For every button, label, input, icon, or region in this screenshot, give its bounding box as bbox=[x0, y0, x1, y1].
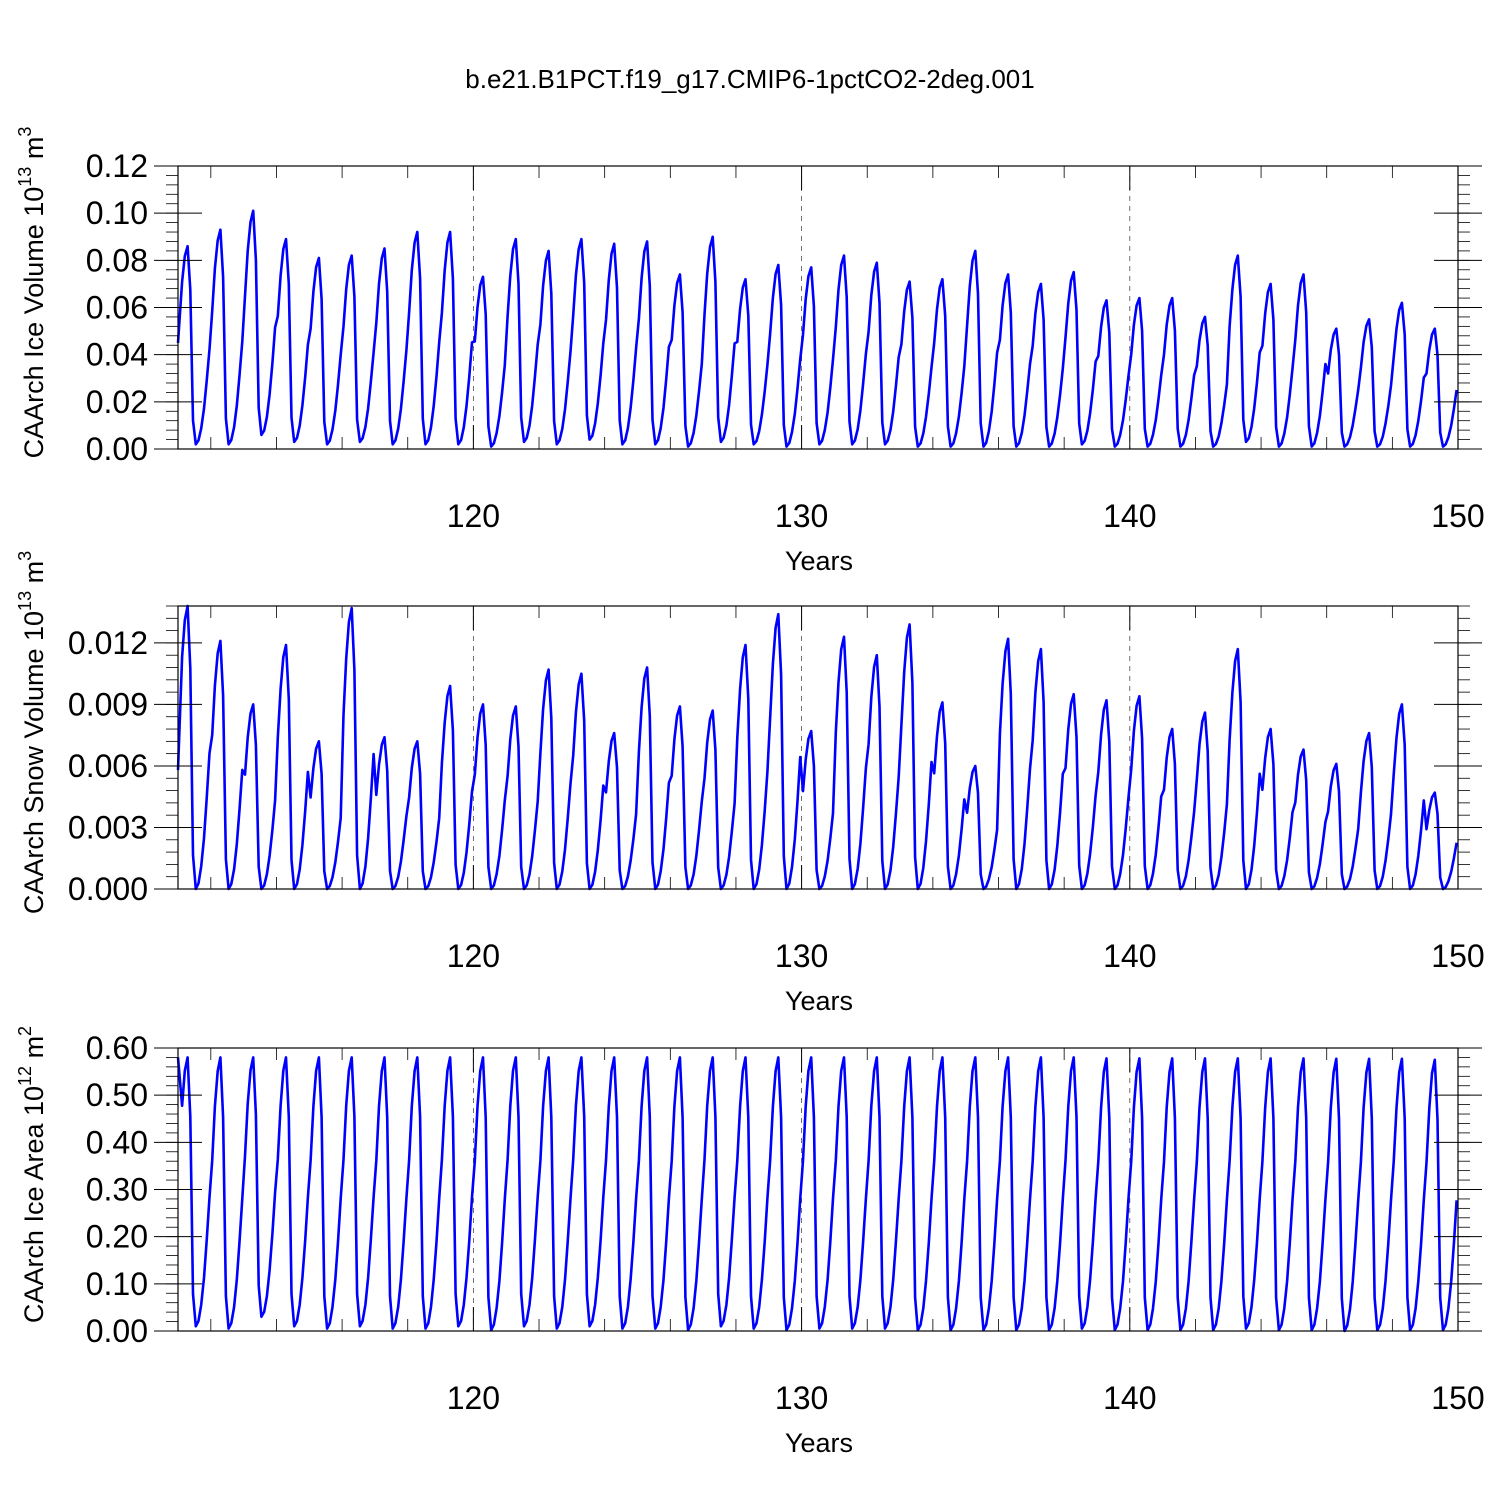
y-tick-label: 0.000 bbox=[68, 871, 148, 907]
x-tick-label: 150 bbox=[1431, 498, 1484, 534]
panel-3: 0.00 0.10 0.20 0.30 0.40 0.50 0.60 120 130 140 150… bbox=[15, 1026, 1485, 1458]
y-tick-label: 0.006 bbox=[68, 748, 148, 784]
y-axis-label: CAArch Ice Area 1012 m2 bbox=[15, 1026, 49, 1323]
y-tick-label: 0.10 bbox=[86, 1266, 148, 1302]
y-tick-label: 0.40 bbox=[86, 1124, 148, 1160]
y-tick-label: 0.20 bbox=[86, 1219, 148, 1255]
y-tick-label: 0.003 bbox=[68, 809, 148, 845]
series-line bbox=[176, 1056, 1458, 1333]
plot-frame bbox=[177, 605, 1459, 890]
y-tick-label: 0.60 bbox=[86, 1030, 148, 1066]
y-tick-label: 0.00 bbox=[86, 431, 148, 467]
y-tick-label: 0.08 bbox=[86, 242, 148, 278]
y-tick-label: 0.00 bbox=[86, 1313, 148, 1349]
x-tick-label: 140 bbox=[1103, 498, 1156, 534]
x-tick-label: 130 bbox=[775, 1380, 828, 1416]
x-tick-label: 130 bbox=[775, 498, 828, 534]
x-tick-label: 150 bbox=[1431, 938, 1484, 974]
panel-1: 0.00 0.02 0.04 0.06 0.08 0.10 0.12 120 130 140 150… bbox=[15, 127, 1485, 576]
x-tick-label: 120 bbox=[447, 938, 500, 974]
x-tick-label: 120 bbox=[447, 498, 500, 534]
x-tick-label: 130 bbox=[775, 938, 828, 974]
y-tick-label: 0.04 bbox=[86, 337, 148, 373]
y-tick-label: 0.30 bbox=[86, 1172, 148, 1208]
y-tick-label: 0.009 bbox=[68, 686, 148, 722]
x-tick-label: 140 bbox=[1103, 938, 1156, 974]
x-tick-label: 120 bbox=[447, 1380, 500, 1416]
series-line bbox=[176, 209, 1458, 448]
y-tick-label: 0.50 bbox=[86, 1077, 148, 1113]
x-axis-label: Years bbox=[785, 546, 853, 576]
y-axis-label: CAArch Ice Volume 1013 m3 bbox=[15, 127, 49, 459]
y-tick-label: 0.10 bbox=[86, 195, 148, 231]
panel-2: 0.000 0.003 0.006 0.009 0.012 120 130 140 150 Yea… bbox=[15, 551, 1485, 1016]
y-tick-label: 0.02 bbox=[86, 384, 148, 420]
x-tick-label: 140 bbox=[1103, 1380, 1156, 1416]
x-axis-label: Years bbox=[785, 986, 853, 1016]
y-axis-label: CAArch Snow Volume 1013 m3 bbox=[15, 551, 49, 914]
y-tick-label: 0.06 bbox=[86, 290, 148, 326]
series-line bbox=[176, 604, 1458, 891]
x-axis-label: Years bbox=[785, 1428, 853, 1458]
x-tick-label: 150 bbox=[1431, 1380, 1484, 1416]
figure-title: b.e21.B1PCT.f19_g17.CMIP6-1pctCO2-2deg.0… bbox=[465, 64, 1035, 94]
y-tick-label: 0.12 bbox=[86, 148, 148, 184]
y-tick-label: 0.012 bbox=[68, 625, 148, 661]
